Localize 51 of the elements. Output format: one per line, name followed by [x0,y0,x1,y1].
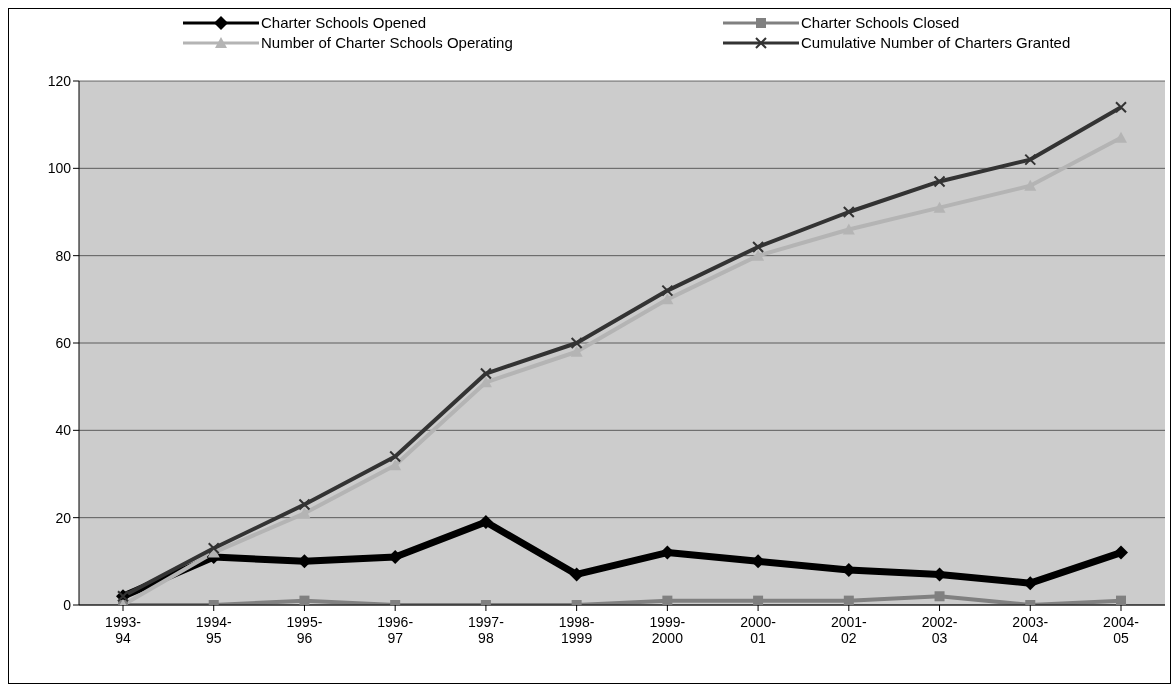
point [389,450,402,463]
y-tick-label: 60 [55,334,72,351]
legend-label: Charter Schools Closed [801,13,960,33]
y-tick-label: 120 [47,72,72,89]
point [298,498,311,511]
point [842,223,855,235]
point [1115,131,1127,143]
x-tick-label: 1998-1999 [558,614,595,646]
point [478,515,493,530]
x-tick-label: 1995-96 [286,614,323,646]
point [933,201,946,213]
legend-label: Cumulative Number of Charters Granted [801,33,1071,53]
point [1115,101,1127,114]
y-tick-label: 100 [47,160,72,177]
x-tick-label: 1996-97 [377,614,414,646]
point [753,595,764,605]
x-tick-label: 1997-98 [468,614,505,646]
x-tick-label: 2001-02 [830,614,868,646]
point [661,284,674,297]
point [843,595,854,605]
point [569,567,584,582]
point [570,337,583,349]
point [662,595,673,605]
point [842,206,855,218]
y-tick-label: 0 [63,596,72,613]
point [207,542,220,555]
x-tick-label: 2004-05 [1103,614,1140,646]
x-tick-label: 1999-2000 [649,614,686,646]
x-tick-label: 2002-03 [921,614,958,646]
point [1114,545,1128,560]
point [752,240,765,253]
point [1024,153,1037,166]
x-tick-label: 2000-01 [740,614,777,646]
x-tick-label: 2003-04 [1012,614,1049,646]
x-tick-label: 1993-94 [105,614,142,646]
point [1116,595,1126,605]
point [298,507,311,519]
legend-label: Number of Charter Schools Operating [261,33,513,53]
point [479,367,492,380]
point [570,345,583,357]
point [934,591,945,602]
y-tick-label: 40 [55,422,72,439]
point [752,249,765,261]
point [1024,179,1037,191]
point [933,175,946,188]
y-tick-label: 20 [55,509,72,526]
x-tick-label: 1994-95 [195,614,232,646]
point [389,459,402,471]
point [299,595,310,605]
y-tick-label: 80 [55,247,72,264]
legend-label: Charter Schools Opened [261,13,427,33]
